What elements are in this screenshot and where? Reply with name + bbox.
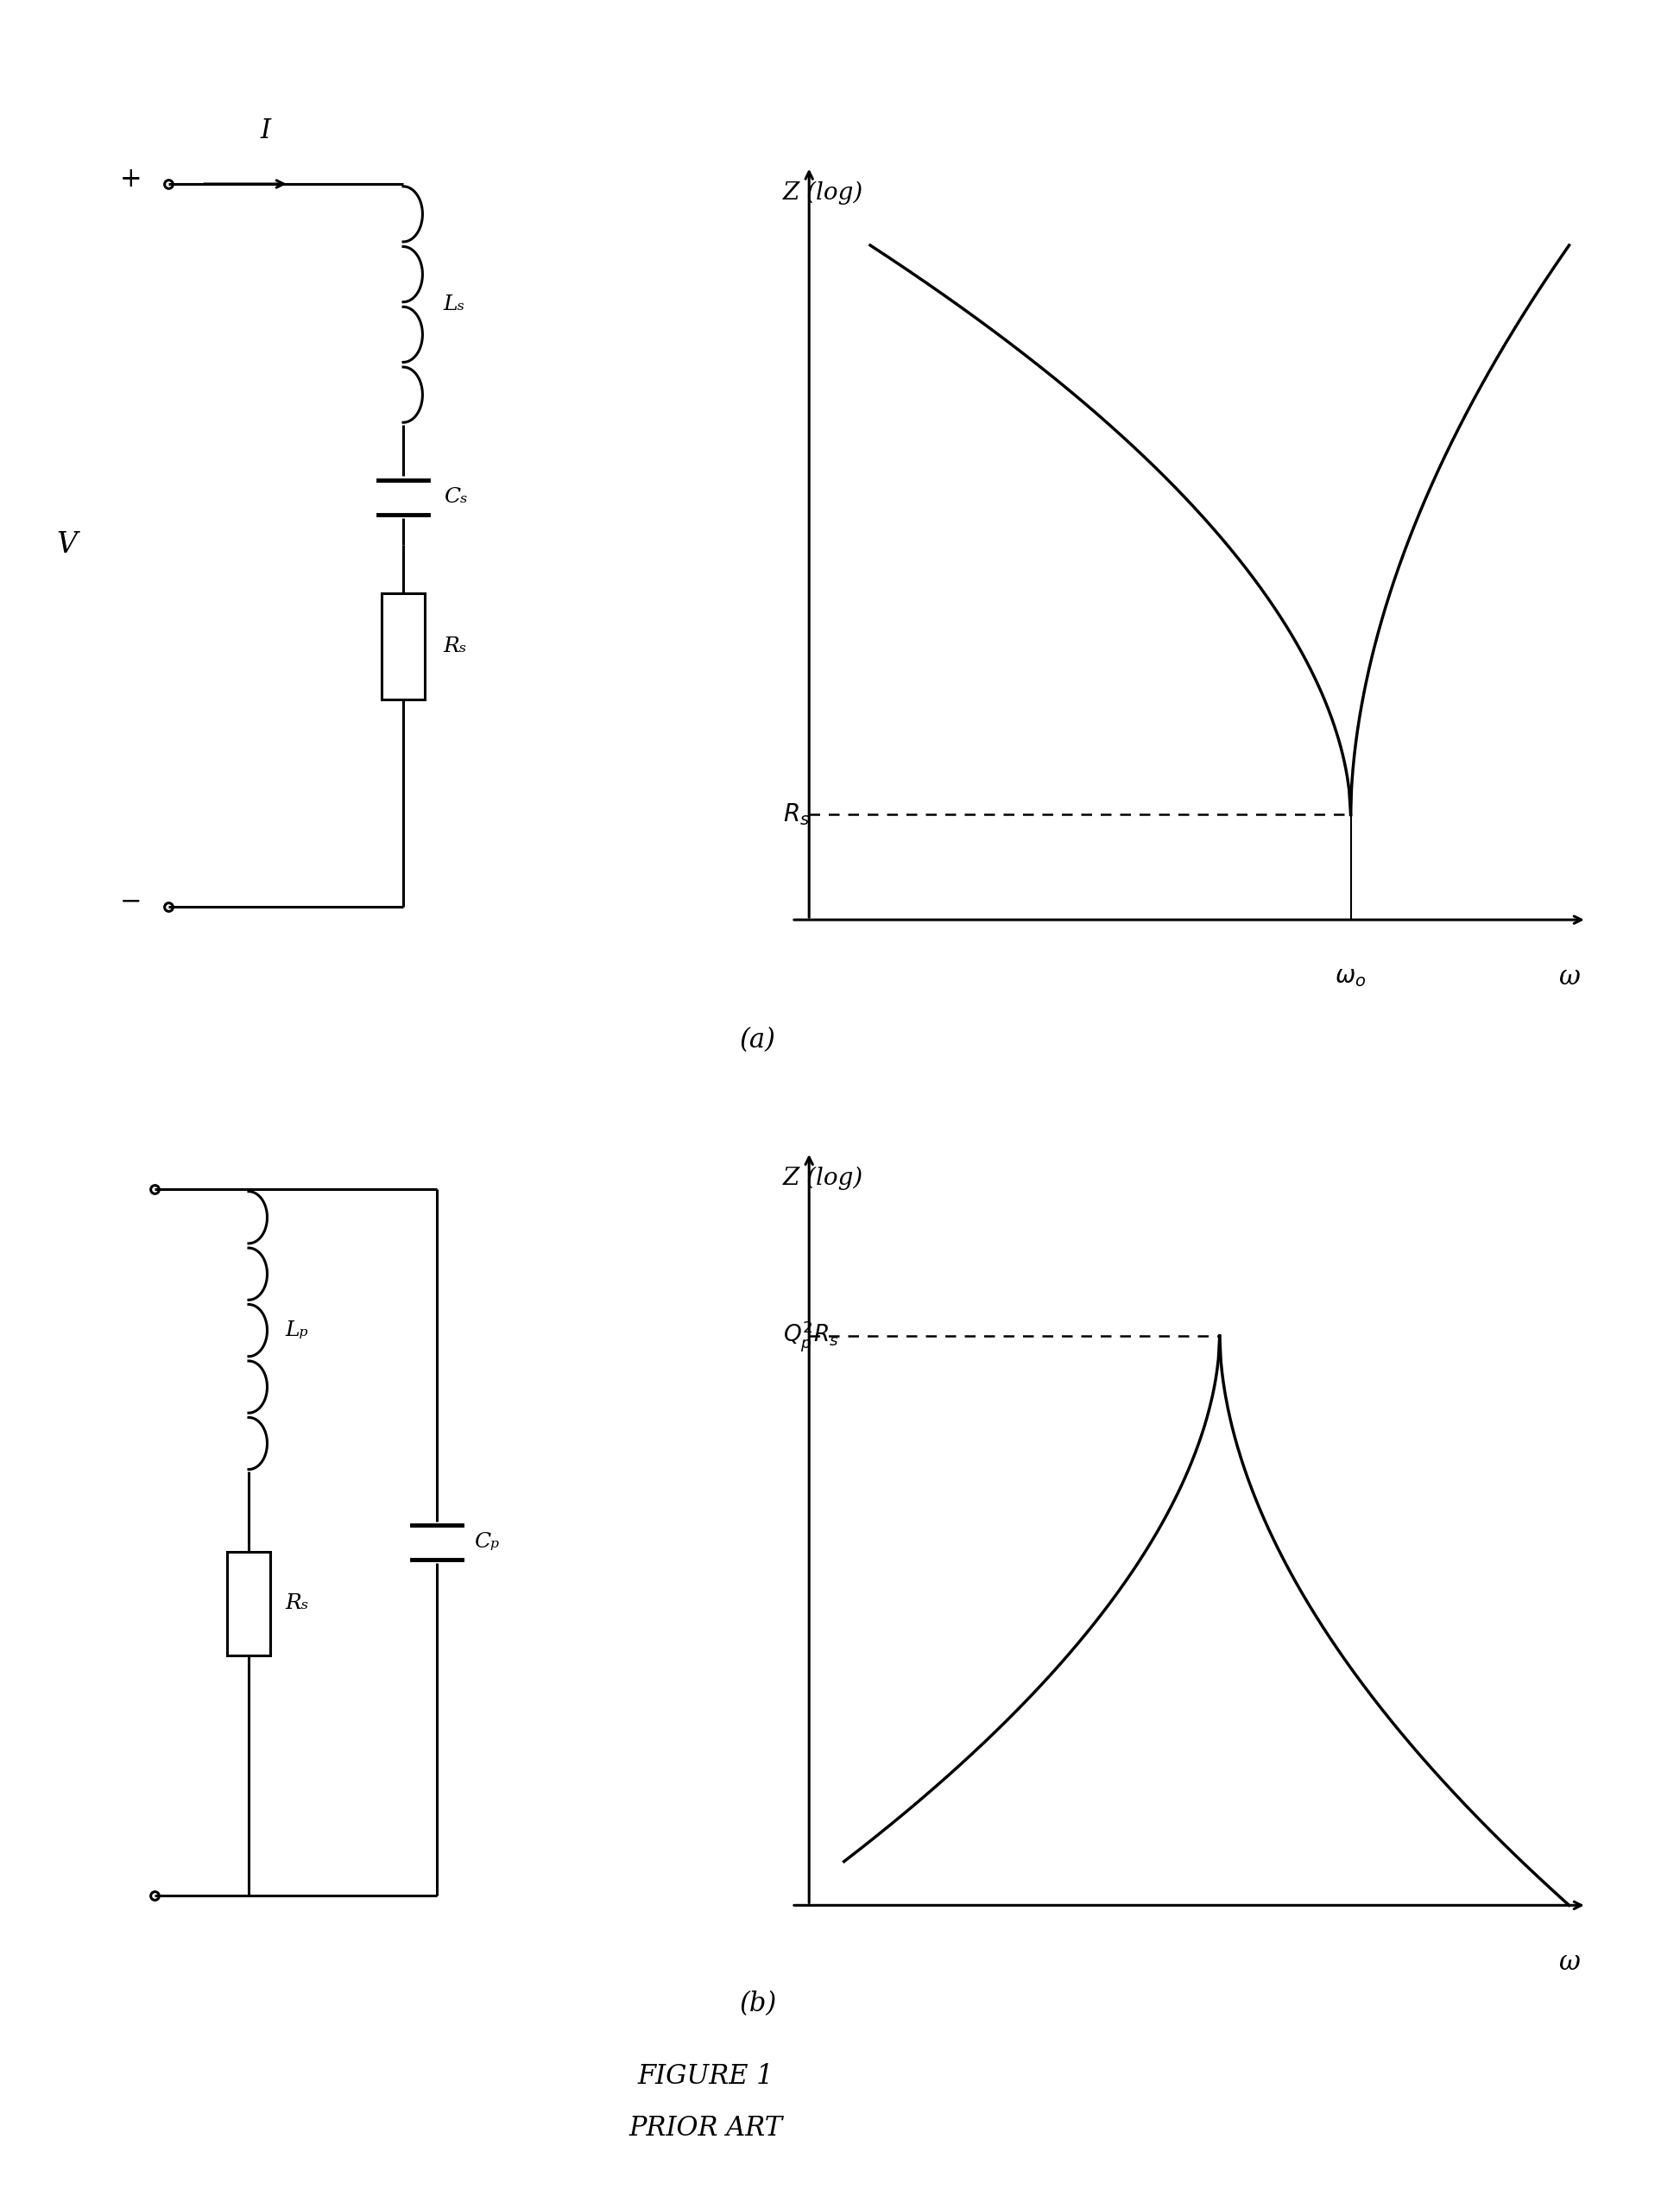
Text: +: + xyxy=(119,166,143,193)
Text: FIGURE 1: FIGURE 1 xyxy=(638,2063,773,2089)
Text: Lₚ: Lₚ xyxy=(286,1321,309,1340)
Text: PRIOR ART: PRIOR ART xyxy=(628,2116,783,2142)
Text: I: I xyxy=(260,118,270,145)
Text: $Q_p^2 R_s$: $Q_p^2 R_s$ xyxy=(783,1318,838,1353)
Text: Cₛ: Cₛ xyxy=(444,486,467,508)
Text: Lₛ: Lₛ xyxy=(444,293,465,315)
Bar xyxy=(227,1553,270,1656)
Text: Z (log): Z (log) xyxy=(783,1167,864,1189)
Text: (b): (b) xyxy=(739,1991,776,2017)
Bar xyxy=(381,593,425,699)
Text: −: − xyxy=(119,889,143,915)
Text: ω: ω xyxy=(1559,964,1579,990)
Text: (a): (a) xyxy=(739,1027,776,1053)
Text: $\omega_o$: $\omega_o$ xyxy=(1336,966,1366,988)
Text: Rₛ: Rₛ xyxy=(444,637,467,657)
Text: $R_s$: $R_s$ xyxy=(783,802,810,828)
Text: Cₚ: Cₚ xyxy=(474,1533,499,1553)
Text: Rₛ: Rₛ xyxy=(286,1594,309,1614)
Text: ω: ω xyxy=(1559,1949,1579,1975)
Text: V: V xyxy=(57,532,77,558)
Text: Z (log): Z (log) xyxy=(783,182,864,204)
